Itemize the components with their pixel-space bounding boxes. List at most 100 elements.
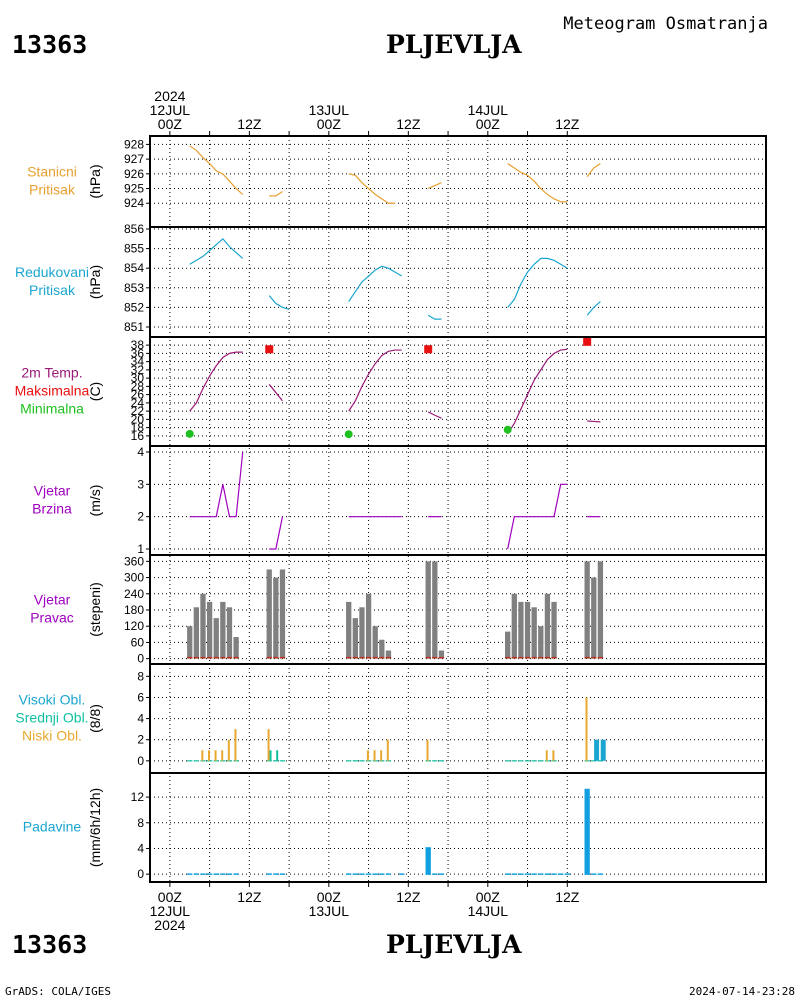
reduced_pressure-series-line <box>348 265 403 302</box>
cloud-bar <box>269 750 272 761</box>
x-label-bottom: 13JUL <box>309 903 350 919</box>
precip-bar <box>425 847 431 875</box>
tmax-marker <box>424 345 433 354</box>
wind_direction-bar <box>365 593 372 659</box>
station_pressure-series-line <box>189 145 244 195</box>
wind_direction-bar <box>505 631 511 659</box>
y-tick-label: 926 <box>124 167 144 181</box>
cloud-bar <box>594 739 600 761</box>
tmax-marker <box>583 337 592 346</box>
y-tick-label: 120 <box>124 619 144 633</box>
y-tick-label: 924 <box>124 196 144 210</box>
reduced_pressure-frame <box>149 226 767 338</box>
x-label-bottom: 14JUL <box>468 903 509 919</box>
x-label-top: 00Z <box>158 116 183 132</box>
wind_direction-bar <box>220 601 226 659</box>
cloud-bar <box>207 750 210 761</box>
temperature-series-line <box>507 348 568 435</box>
x-label-bottom: 00Z <box>158 889 183 905</box>
y-tick-label: 18 <box>131 421 145 435</box>
wind_direction-bar <box>273 577 279 659</box>
y-tick-label: 180 <box>124 603 144 617</box>
wind_direction-bar <box>511 593 517 659</box>
y-tick-label: 60 <box>131 635 145 649</box>
wind_direction-bar <box>279 569 286 659</box>
cloud-bar <box>380 750 383 761</box>
wind_speed-series-line <box>269 516 284 550</box>
station_pressure-title: Pritisak <box>29 182 76 198</box>
wind_direction-bar <box>518 601 524 659</box>
x-label-bottom: 12Z <box>396 889 421 905</box>
station-name-bottom: PLJEVLJA <box>386 930 522 959</box>
y-tick-label: 0 <box>137 652 144 666</box>
x-label-top: 12JUL <box>150 102 191 118</box>
temperature-series-line <box>587 420 601 423</box>
station_pressure-series-line <box>269 190 283 197</box>
reduced_pressure-unit: (hPa) <box>87 265 103 299</box>
wind_direction-bar <box>266 569 272 659</box>
credit-label: GrADS: COLA/IGES <box>5 985 111 998</box>
y-tick-label: 855 <box>124 242 144 256</box>
wind_direction-bar <box>206 601 213 659</box>
cloud-bar <box>227 739 230 761</box>
wind_direction-bar <box>226 607 233 659</box>
wind_direction-bar <box>213 618 219 659</box>
x-label-top: 13JUL <box>309 102 350 118</box>
y-tick-label: 928 <box>124 137 144 151</box>
clouds-unit: (8/8) <box>87 704 103 733</box>
cloud-bar <box>214 750 217 761</box>
meteogram-title: Meteogram Osmatranja <box>563 14 768 34</box>
y-tick-label: 22 <box>131 404 145 418</box>
wind_direction-bar <box>524 601 531 659</box>
wind_direction-bar <box>372 626 378 659</box>
wind_direction-bar <box>538 626 544 659</box>
wind_direction-bar <box>544 593 551 659</box>
y-tick-label: 0 <box>137 867 144 881</box>
y-tick-label: 24 <box>131 396 145 410</box>
y-tick-label: 852 <box>124 300 144 314</box>
wind_direction-bar <box>359 607 365 659</box>
station_pressure-frame <box>149 135 767 228</box>
station-name-top: PLJEVLJA <box>386 30 522 59</box>
timestamp-label: 2024-07-14-23:28 <box>689 985 795 998</box>
wind_direction-title: Vjetar <box>34 592 71 608</box>
wind_direction-unit: (stepeni) <box>87 582 103 636</box>
y-tick-label: 856 <box>124 222 144 236</box>
tmin-marker <box>185 429 194 438</box>
wind_direction-bar <box>233 637 239 659</box>
station_pressure-unit: (hPa) <box>87 164 103 198</box>
y-tick-label: 0 <box>137 754 144 768</box>
y-tick-label: 2 <box>137 733 144 747</box>
wind_direction-bar <box>531 607 537 659</box>
wind_speed-series-line <box>507 483 568 550</box>
wind_direction-bar <box>187 626 193 659</box>
x-label-top: 14JUL <box>468 102 509 118</box>
wind_speed-title: Brzina <box>32 501 72 517</box>
reduced_pressure-series-line <box>507 257 568 308</box>
precip-unit: (mm/6h/12h) <box>87 788 103 867</box>
cloud-bar <box>234 729 237 761</box>
wind_direction-bar <box>591 577 597 659</box>
cloud-bar <box>545 750 548 761</box>
y-tick-label: 854 <box>124 261 144 275</box>
y-tick-label: 3 <box>137 477 144 491</box>
temperature-series-line <box>189 351 243 412</box>
y-tick-label: 2 <box>137 510 144 524</box>
tmin-marker <box>344 430 353 439</box>
wind_direction-bar <box>385 650 392 659</box>
wind_speed-title: Vjetar <box>34 483 71 499</box>
x-label-bottom: 00Z <box>476 889 501 905</box>
x-label-bottom: 12JUL <box>150 903 191 919</box>
cloud-bar <box>585 697 588 761</box>
clouds-title: Visoki Obl. <box>19 692 86 708</box>
y-tick-label: 32 <box>131 363 145 377</box>
y-tick-label: 925 <box>124 182 144 196</box>
temperature-series-line <box>427 411 442 419</box>
y-tick-label: 8 <box>137 669 144 683</box>
y-tick-label: 240 <box>124 587 144 601</box>
clouds-title: Niski Obl. <box>22 728 82 744</box>
station-id-top: 13363 <box>12 30 88 59</box>
x-label-top: 12Z <box>396 116 421 132</box>
wind_direction-bar <box>379 639 385 659</box>
